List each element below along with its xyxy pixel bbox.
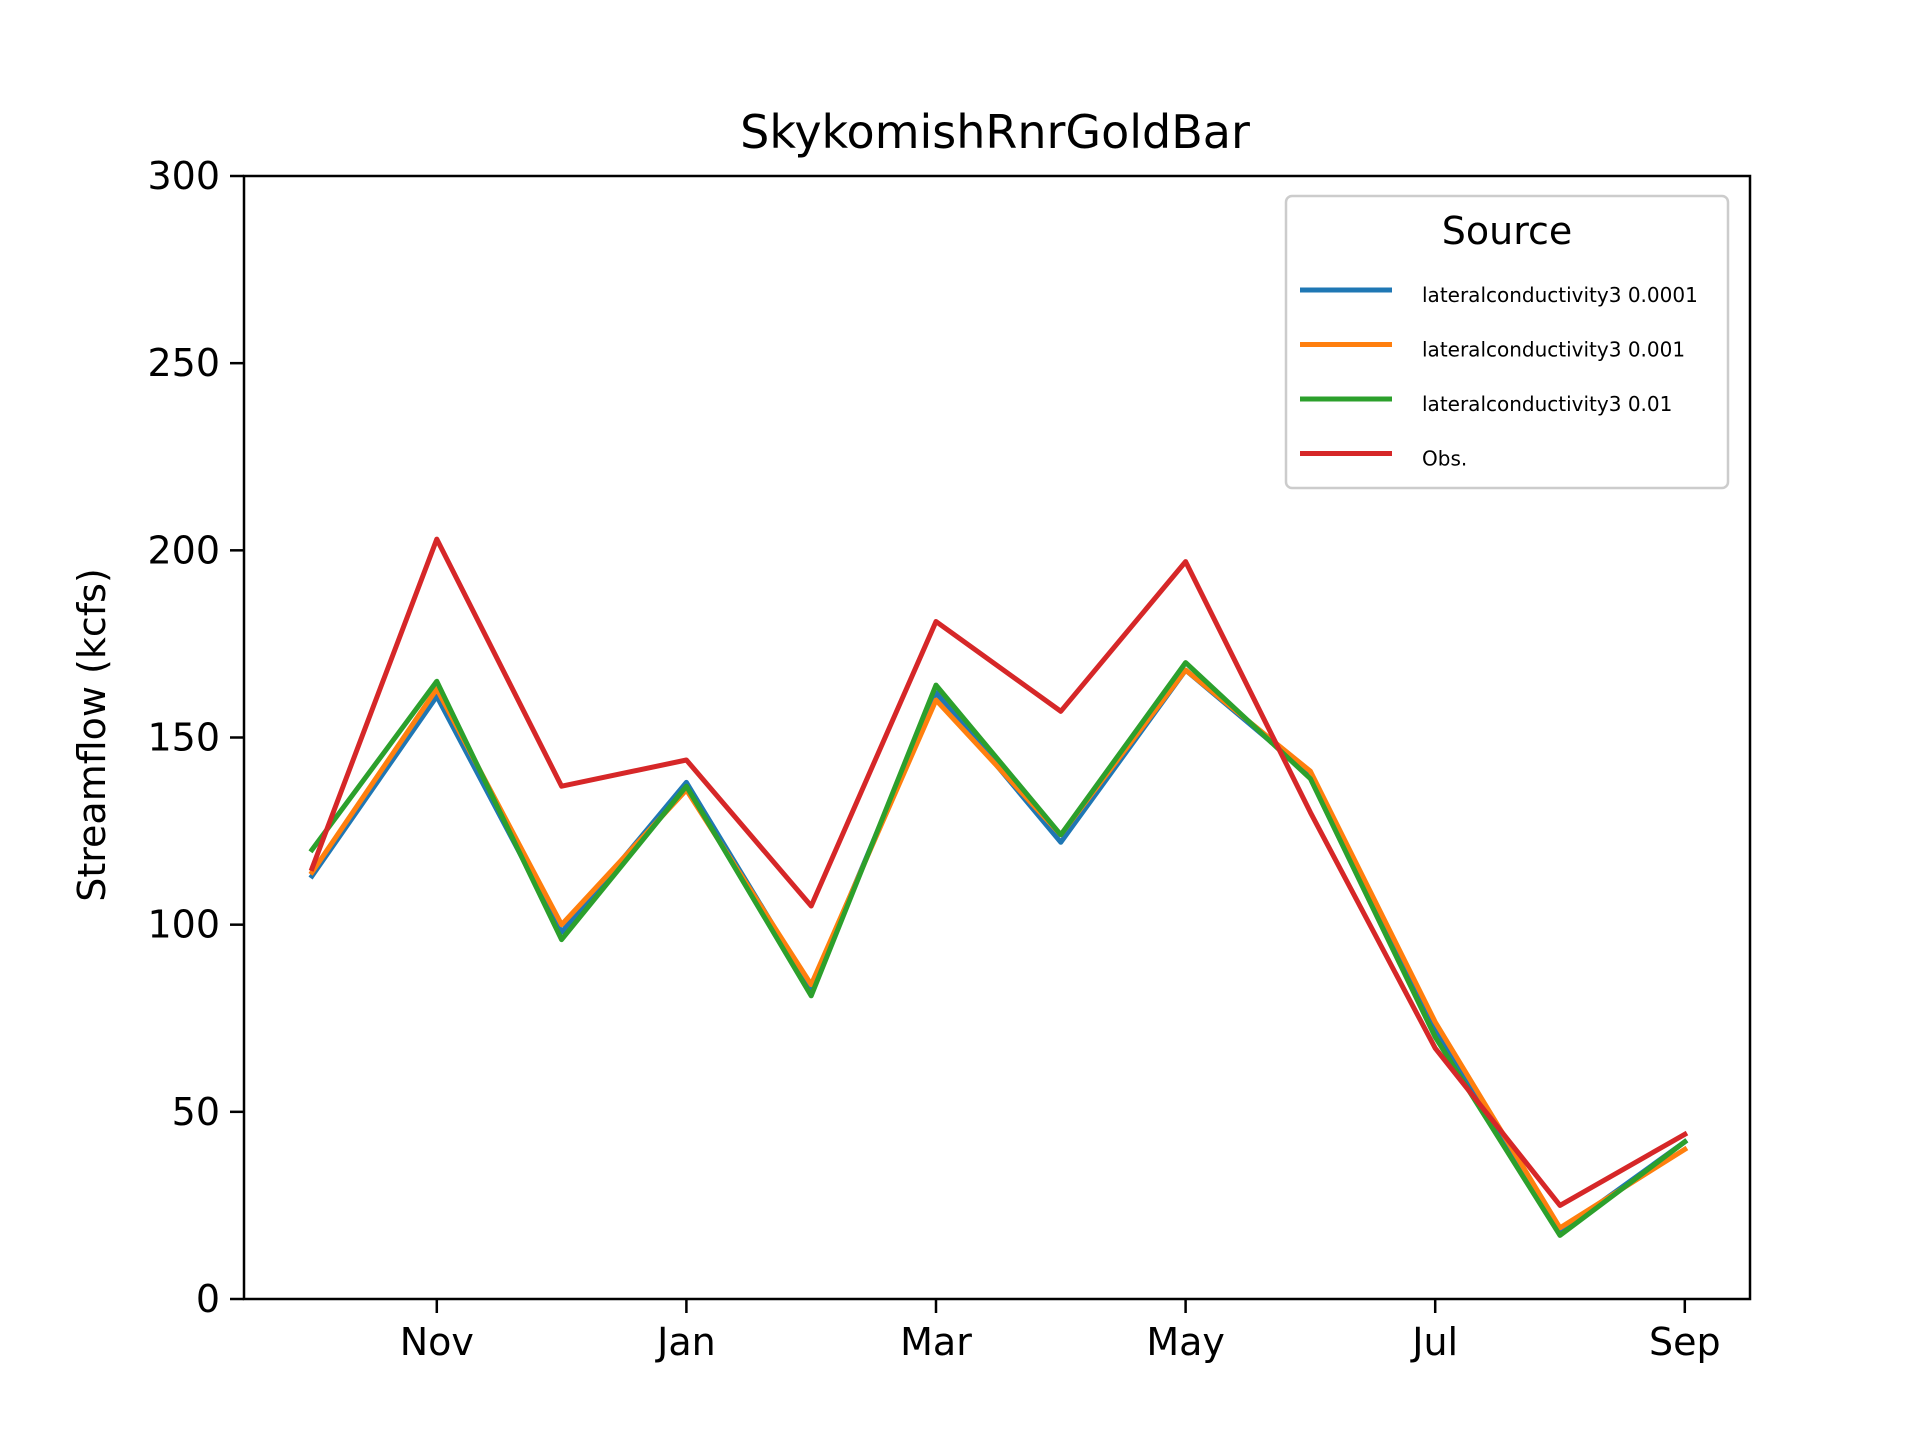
legend: Source lateralconductivity3 0.0001latera… (1284, 194, 1730, 490)
x-tick-label: Jan (655, 1320, 716, 1364)
y-axis-ticks: 0 50 100 150 200 250 300 (147, 154, 244, 1321)
series-line-2 (308, 660, 1689, 1238)
series-line-3 (308, 536, 1689, 1208)
legend-label-3: Obs. (1422, 447, 1467, 471)
y-axis-label: Streamflow (kcfs) (70, 568, 114, 902)
legend-title: Source (1442, 209, 1573, 253)
legend-entries: lateralconductivity3 0.0001 lateralconduc… (1300, 283, 1698, 471)
x-tick-label: May (1146, 1320, 1225, 1364)
series-lines (308, 536, 1689, 1238)
series-line-1 (308, 667, 1689, 1231)
y-tick-label: 100 (147, 903, 220, 947)
x-tick-label: Mar (900, 1320, 972, 1364)
legend-label-0: lateralconductivity3 0.0001 (1422, 283, 1698, 307)
legend-label-2: lateralconductivity3 0.01 (1422, 392, 1672, 416)
x-tick-label: Nov (400, 1320, 474, 1364)
x-tick-label: Sep (1649, 1320, 1721, 1364)
y-tick-label: 150 (147, 716, 220, 760)
plot-frame (242, 174, 1752, 1301)
y-tick-label: 50 (172, 1090, 220, 1134)
chart-title: SkykomishRnrGoldBar (740, 105, 1250, 159)
legend-box (1284, 194, 1730, 490)
y-tick-label: 200 (147, 528, 220, 572)
legend-label-1: lateralconductivity3 0.001 (1422, 338, 1685, 362)
x-tick-label: Jul (1410, 1320, 1458, 1364)
y-tick-label: 0 (196, 1277, 220, 1321)
series-line-0 (308, 667, 1689, 1235)
x-axis-ticks: Nov Jan Mar May Jul Sep (400, 1299, 1721, 1364)
y-tick-label: 250 (147, 341, 220, 385)
y-tick-label: 300 (147, 154, 220, 198)
